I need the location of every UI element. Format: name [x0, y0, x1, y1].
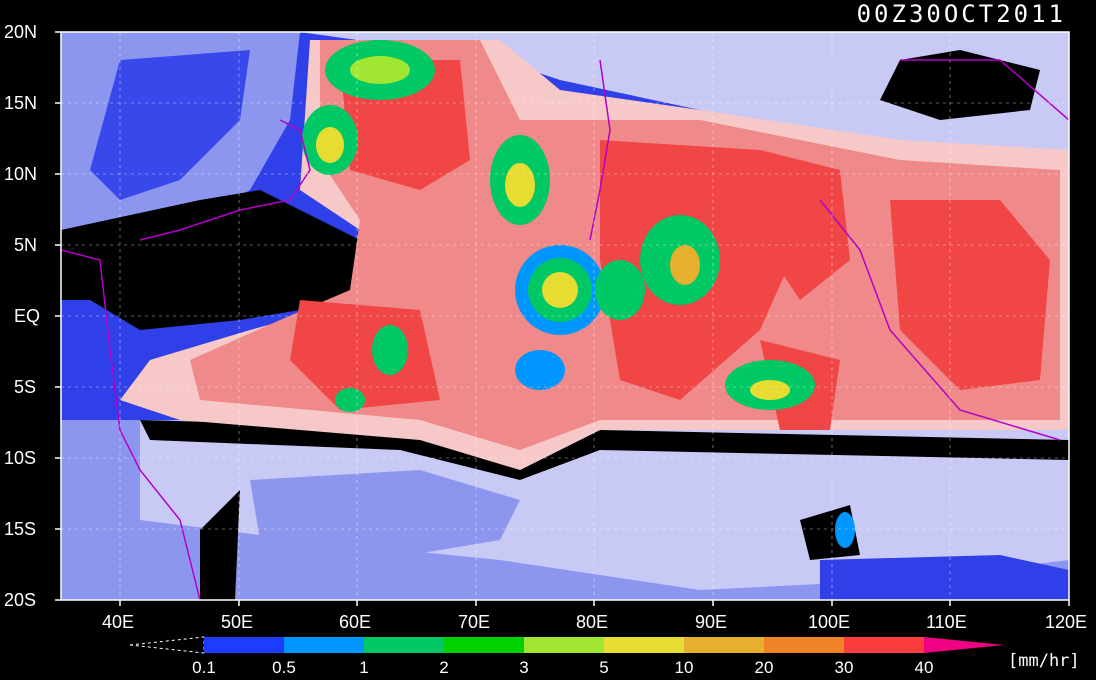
- legend-swatch-6: [684, 637, 764, 653]
- lat-label-20s: 20S: [4, 590, 37, 610]
- legend-swatch-4: [524, 637, 604, 653]
- northern-lavender-band: [300, 32, 1069, 150]
- map-plot-area: [61, 32, 1069, 600]
- lat-label-20n: 20N: [4, 22, 38, 42]
- lon-label-50e: 50E: [221, 612, 254, 632]
- lon-label-40e: 40E: [102, 612, 135, 632]
- map-gridlines: [61, 32, 1069, 600]
- madagascar-no-data: [200, 490, 240, 600]
- lat-label-15s: 15S: [4, 519, 37, 539]
- legend-swatch-3: [444, 637, 524, 653]
- legend-right-arrow: [924, 637, 1004, 653]
- axis-ticks: [55, 31, 1070, 606]
- legend-units: [mm/hr]: [1008, 651, 1080, 671]
- legend-left-arrow: [129, 636, 205, 654]
- legend-tick-8: 30: [834, 658, 854, 677]
- map-timestamp-title: 00Z30OCT2011: [856, 0, 1066, 28]
- lat-label-eq: EQ: [14, 306, 41, 326]
- legend-tick-4: 3: [519, 658, 529, 677]
- legend-tick-3: 2: [439, 658, 449, 677]
- color-legend: [129, 636, 1004, 654]
- legend-tick-0: 0.1: [192, 658, 216, 677]
- india-coastline: [589, 59, 611, 241]
- legend-swatch-2: [364, 637, 444, 653]
- legend-swatch-0: [204, 637, 284, 653]
- africa-coastline: [61, 249, 201, 600]
- lon-label-80e: 80E: [576, 612, 609, 632]
- legend-swatch-8: [844, 637, 924, 653]
- lon-label-60e: 60E: [339, 612, 372, 632]
- lon-label-70e: 70E: [458, 612, 491, 632]
- lat-label-5n: 5N: [14, 235, 38, 255]
- lon-label-100e: 100E: [808, 612, 851, 632]
- legend-tick-1: 0.5: [272, 658, 296, 677]
- legend-swatch-5: [604, 637, 684, 653]
- lat-label-15n: 15N: [4, 93, 38, 113]
- legend-tick-6: 10: [674, 658, 694, 677]
- lat-label-10s: 10S: [4, 448, 37, 468]
- legend-swatch-1: [284, 637, 364, 653]
- arabia-coastline: [139, 119, 311, 241]
- lat-label-10n: 10N: [4, 164, 38, 184]
- lat-label-5s: 5S: [14, 377, 37, 397]
- sumatra-coastline: [819, 199, 1061, 441]
- legend-tick-5: 5: [599, 658, 609, 677]
- no-data-west: [61, 190, 380, 330]
- legend-tick-2: 1: [359, 658, 369, 677]
- legend-swatch-7: [764, 637, 844, 653]
- legend-tick-9: 40: [914, 658, 934, 677]
- lon-label-90e: 90E: [695, 612, 728, 632]
- lon-label-120e: 120E: [1045, 612, 1088, 632]
- legend-tick-7: 20: [754, 658, 774, 677]
- lon-label-110e: 110E: [926, 612, 967, 632]
